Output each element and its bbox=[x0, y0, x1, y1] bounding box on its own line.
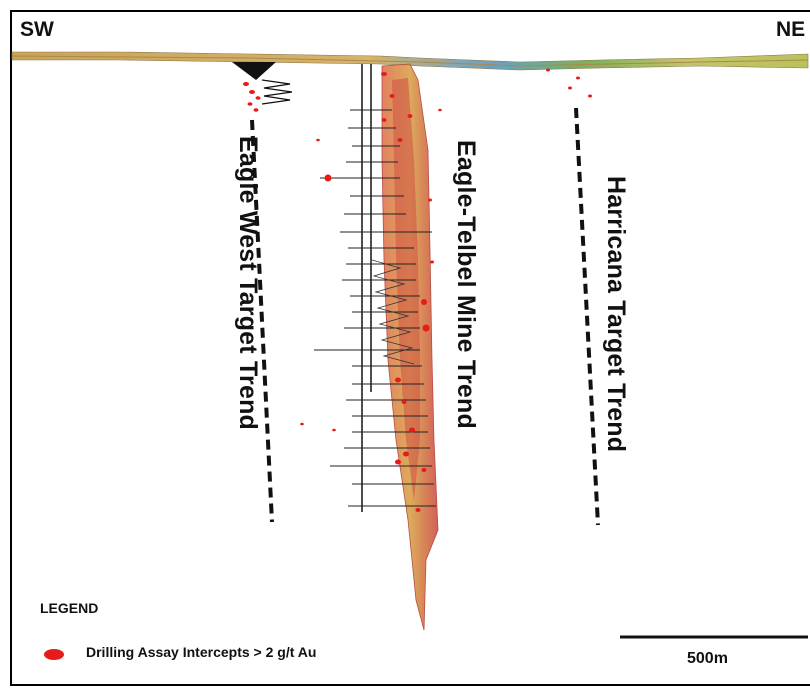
eagle-west-trend-label: Eagle West Target Trend bbox=[234, 136, 262, 431]
assay-intercept bbox=[403, 451, 409, 457]
assay-intercept bbox=[255, 96, 261, 100]
assay-intercept bbox=[546, 68, 550, 72]
assay-intercept bbox=[249, 90, 255, 94]
assay-intercept bbox=[409, 427, 415, 433]
assay-intercept bbox=[381, 72, 387, 76]
assay-intercept bbox=[401, 400, 407, 404]
assay-intercept bbox=[395, 459, 401, 465]
assay-intercept bbox=[332, 428, 336, 432]
assay-intercept bbox=[428, 198, 432, 202]
legend-title: LEGEND bbox=[40, 600, 99, 616]
direction-ne-label: NE bbox=[776, 18, 806, 41]
assay-intercept bbox=[381, 118, 387, 122]
legend-assay-label: Drilling Assay Intercepts > 2 g/t Au bbox=[86, 644, 317, 660]
assay-intercept bbox=[397, 138, 403, 142]
assay-intercept bbox=[395, 377, 401, 383]
ore-zone-core bbox=[392, 78, 420, 500]
legend-assay-marker bbox=[44, 649, 64, 660]
assay-intercept bbox=[415, 508, 421, 512]
assay-intercept bbox=[300, 422, 304, 426]
assay-intercept bbox=[576, 76, 580, 80]
assay-intercept bbox=[422, 324, 430, 332]
assay-intercept bbox=[389, 94, 395, 98]
scale-bar-label: 500m bbox=[687, 650, 728, 667]
surface-topography-line bbox=[11, 55, 809, 67]
harricana-trend-line bbox=[574, 107, 600, 526]
direction-sw-label: SW bbox=[20, 18, 54, 41]
assay-intercept bbox=[568, 86, 572, 90]
eagle-west-trend-line bbox=[250, 119, 274, 523]
assay-intercept bbox=[316, 138, 320, 142]
assay-intercept bbox=[588, 94, 592, 98]
assay-intercepts bbox=[243, 68, 592, 512]
assay-intercept bbox=[430, 260, 434, 264]
assay-intercept bbox=[421, 299, 427, 305]
assay-intercept bbox=[247, 102, 253, 106]
pit-ramp bbox=[261, 79, 293, 105]
assay-intercept bbox=[243, 82, 249, 86]
assay-intercept bbox=[253, 108, 259, 112]
mine-levels bbox=[314, 109, 436, 507]
open-pit bbox=[232, 62, 276, 80]
surface-topography bbox=[11, 51, 809, 71]
assay-intercept bbox=[324, 174, 332, 182]
assay-intercept bbox=[438, 108, 442, 112]
ramp-zigzag bbox=[371, 259, 415, 365]
assay-intercept bbox=[407, 114, 413, 118]
assay-intercept bbox=[421, 468, 427, 472]
harricana-trend-label: Harricana Target Trend bbox=[602, 176, 630, 453]
eagle-telbel-trend-label: Eagle-Telbel Mine Trend bbox=[452, 140, 480, 429]
